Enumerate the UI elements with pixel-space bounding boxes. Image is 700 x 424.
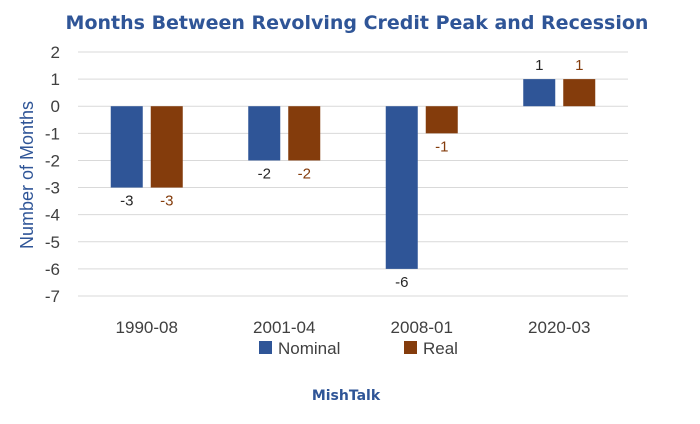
y-tick-label: -4 (45, 206, 60, 225)
legend-label-real: Real (423, 339, 458, 358)
data-label-real: -1 (435, 138, 448, 155)
data-label-real: -3 (160, 193, 173, 210)
data-label-real: 1 (575, 57, 583, 74)
y-axis-title: Number of Months (17, 101, 37, 249)
y-tick-label: 2 (51, 43, 60, 62)
y-axis-ticks: 2 1 0 -1 -2 -3 -4 -5 -6 -7 (45, 43, 60, 306)
data-label-nominal: -6 (395, 274, 408, 291)
x-category-label: 2008-01 (391, 318, 453, 337)
y-tick-label: 0 (51, 97, 60, 116)
y-tick-label: -5 (45, 233, 60, 252)
data-label-real: -2 (298, 165, 311, 182)
data-labels: -3 -3 -2 -2 -6 -1 1 1 (120, 57, 583, 291)
bar-real-2008-01 (425, 106, 458, 134)
y-tick-label: -6 (45, 260, 60, 279)
bar-nominal-1990-08 (110, 106, 143, 188)
bar-nominal-2008-01 (385, 106, 418, 269)
y-tick-label: -7 (45, 287, 60, 306)
x-category-label: 2001-04 (253, 318, 315, 337)
x-category-label: 1990-08 (116, 318, 178, 337)
bar-real-2001-04 (288, 106, 321, 161)
bar-nominal-2020-03 (523, 79, 556, 107)
y-tick-label: -3 (45, 179, 60, 198)
legend-swatch-real (404, 341, 417, 354)
data-label-nominal: 1 (535, 57, 543, 74)
data-label-nominal: -3 (120, 193, 133, 210)
y-tick-label: -1 (45, 124, 60, 143)
bars (110, 79, 596, 269)
y-tick-label: 1 (51, 70, 60, 89)
credit-label: MishTalk (312, 388, 381, 404)
y-tick-label: -2 (45, 151, 60, 170)
bar-nominal-2001-04 (248, 106, 281, 161)
chart-title: Months Between Revolving Credit Peak and… (66, 12, 649, 34)
legend-swatch-nominal (259, 341, 272, 354)
legend: Nominal Real (259, 339, 458, 358)
x-axis-categories: 1990-08 2001-04 2008-01 2020-03 (116, 318, 591, 337)
legend-label-nominal: Nominal (278, 339, 340, 358)
bar-real-2020-03 (563, 79, 596, 107)
data-label-nominal: -2 (258, 165, 271, 182)
x-category-label: 2020-03 (528, 318, 590, 337)
bar-real-1990-08 (150, 106, 183, 188)
